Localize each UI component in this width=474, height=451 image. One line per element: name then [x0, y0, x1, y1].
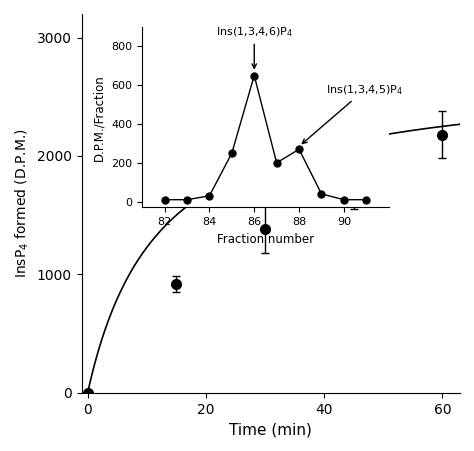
Text: Ins(1,3,4,5)P$_4$: Ins(1,3,4,5)P$_4$ [302, 83, 403, 143]
Text: Ins(1,3,4,6)P$_4$: Ins(1,3,4,6)P$_4$ [216, 25, 293, 68]
Y-axis label: InsP$_4$ formed (D.P.M.): InsP$_4$ formed (D.P.M.) [14, 129, 31, 278]
X-axis label: Fraction number: Fraction number [217, 233, 314, 246]
X-axis label: Time (min): Time (min) [229, 422, 312, 437]
Y-axis label: D.P.M./Fraction: D.P.M./Fraction [93, 74, 106, 161]
